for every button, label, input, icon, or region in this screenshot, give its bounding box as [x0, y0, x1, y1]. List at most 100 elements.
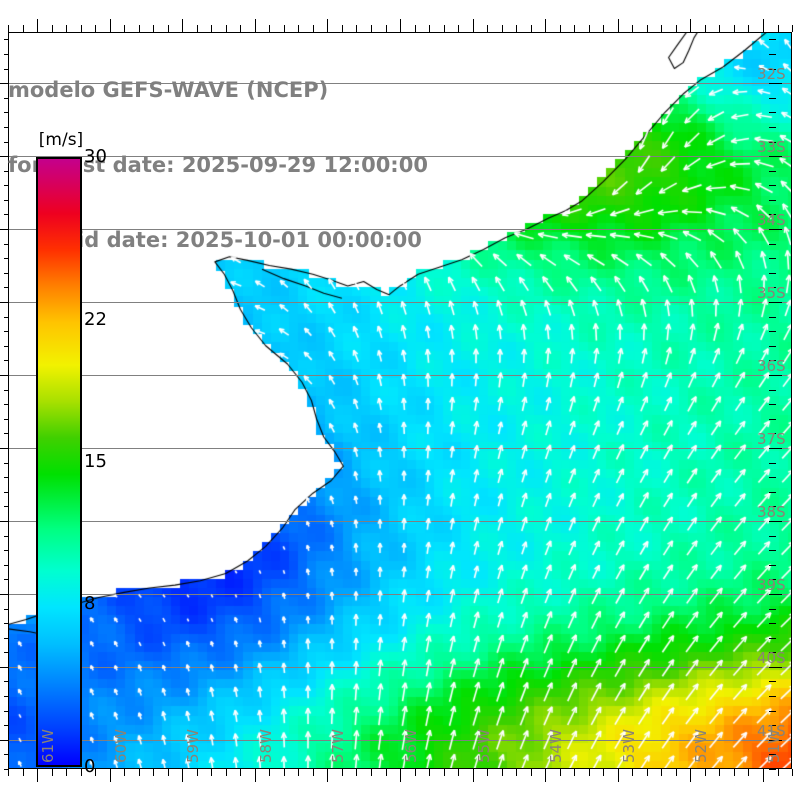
axis-tick — [769, 447, 782, 449]
axis-tick — [733, 25, 735, 32]
axis-tick — [4, 579, 9, 581]
axis-tick — [646, 25, 648, 32]
axis-tick — [769, 302, 782, 303]
axis-tick — [138, 25, 140, 32]
axis-tick — [603, 25, 605, 32]
axis-tick — [4, 199, 9, 201]
axis-tick — [617, 769, 619, 782]
axis-tick — [719, 25, 721, 32]
axis-tick — [95, 769, 97, 776]
axis-tick — [4, 754, 9, 756]
axis-tick — [769, 243, 776, 245]
axis-tick — [769, 725, 776, 727]
axis-tick — [4, 287, 9, 289]
axis-tick — [769, 287, 776, 289]
axis-tick — [769, 360, 776, 362]
axis-tick — [769, 345, 776, 347]
axis-tick — [769, 214, 776, 216]
axis-tick — [530, 769, 532, 776]
axis-tick — [792, 769, 793, 776]
axis-tick — [4, 126, 9, 128]
axis-tick — [769, 681, 776, 683]
axis-tick — [95, 25, 97, 32]
axis-tick — [769, 97, 776, 99]
axis-tick — [646, 769, 648, 776]
axis-tick — [4, 506, 9, 508]
axis-tick — [769, 126, 776, 128]
longitude-label: 53W — [619, 729, 638, 763]
top-axis-ticks — [8, 18, 793, 32]
map-plot-area — [8, 32, 792, 769]
latitude-label: 40S — [757, 648, 786, 667]
axis-tick — [4, 433, 9, 435]
axis-tick — [356, 25, 358, 32]
axis-tick — [37, 19, 38, 32]
axis-tick — [8, 769, 9, 776]
axis-tick — [4, 725, 9, 727]
axis-tick — [153, 25, 155, 32]
axis-tick — [4, 345, 9, 347]
axis-tick — [769, 156, 782, 157]
axis-tick — [80, 25, 82, 32]
axis-tick — [4, 696, 9, 697]
latitude-label: 35S — [757, 283, 786, 302]
axis-tick — [603, 769, 605, 776]
axis-tick — [769, 39, 776, 41]
longitude-label: 55W — [474, 729, 493, 763]
axis-tick — [559, 25, 561, 32]
axis-tick — [4, 404, 9, 406]
axis-tick — [4, 360, 9, 362]
axis-tick — [341, 769, 343, 776]
axis-tick — [4, 550, 9, 552]
axis-tick — [8, 25, 9, 32]
axis-tick — [327, 19, 329, 32]
axis-tick — [690, 769, 692, 782]
axis-tick — [0, 593, 9, 595]
axis-tick — [4, 535, 9, 537]
axis-tick — [211, 25, 213, 32]
axis-tick — [371, 769, 372, 776]
axis-tick — [769, 331, 776, 333]
chart-title: modelo GEFS-WAVE (NCEP) forecast date: 2… — [0, 28, 520, 303]
right-axis-ticks — [769, 32, 783, 770]
axis-tick — [138, 769, 140, 776]
longitude-label: 56W — [402, 729, 420, 763]
axis-tick — [530, 25, 532, 32]
axis-tick — [4, 623, 9, 625]
colorbar — [36, 157, 82, 767]
axis-tick — [769, 272, 776, 274]
axis-tick — [632, 769, 634, 776]
axis-tick — [472, 19, 474, 32]
axis-tick — [769, 637, 776, 639]
latitude-label: 39S — [757, 575, 786, 594]
axis-tick — [22, 769, 24, 776]
axis-tick — [80, 769, 82, 776]
latitude-label: 36S — [757, 356, 786, 375]
axis-tick — [769, 404, 776, 406]
axis-tick — [298, 769, 300, 776]
axis-tick — [124, 25, 126, 32]
axis-tick — [763, 769, 764, 782]
axis-tick — [4, 214, 9, 216]
axis-tick — [545, 769, 547, 782]
axis-tick — [312, 769, 314, 776]
axis-tick — [769, 68, 776, 70]
axis-tick — [167, 25, 169, 32]
axis-tick — [501, 769, 503, 776]
axis-tick — [0, 229, 9, 230]
axis-tick — [109, 769, 111, 782]
axis-tick — [769, 696, 776, 697]
axis-tick — [0, 520, 9, 522]
axis-tick — [769, 185, 776, 187]
axis-tick — [516, 769, 518, 776]
axis-tick — [4, 389, 9, 391]
axis-tick — [240, 25, 242, 32]
axis-tick — [777, 769, 779, 776]
axis-tick — [769, 491, 776, 493]
axis-tick — [769, 418, 776, 420]
axis-tick — [4, 769, 9, 770]
colorbar-tick-label: 0 — [84, 756, 96, 777]
latitude-label: 37S — [757, 429, 786, 448]
axis-tick — [0, 666, 9, 668]
axis-tick — [4, 652, 9, 654]
